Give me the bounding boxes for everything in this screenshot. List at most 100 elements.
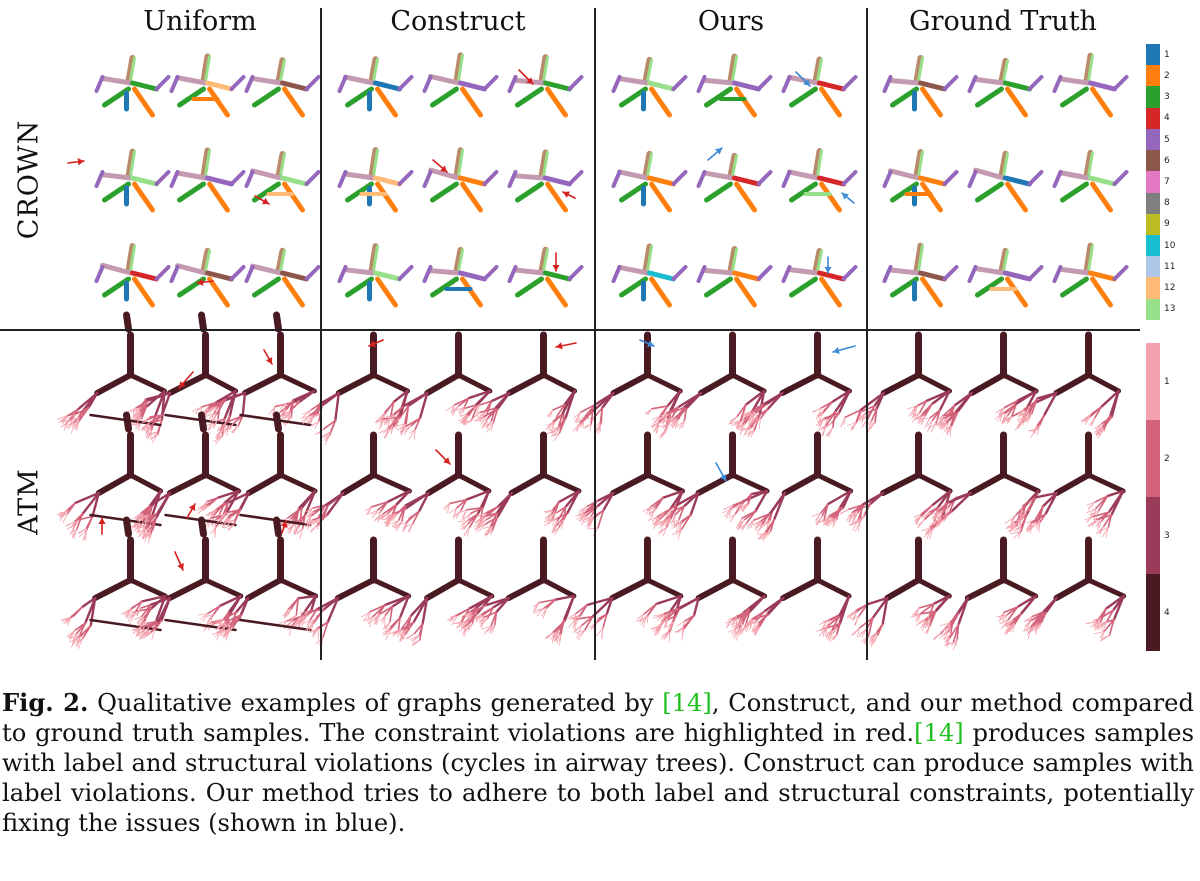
- graph-edge: [368, 243, 379, 274]
- graph-edge: [215, 501, 229, 511]
- graph-edge: [491, 596, 510, 609]
- graph-edge: [916, 515, 922, 525]
- graph-edge: [268, 406, 276, 416]
- graph-edge: [227, 519, 236, 522]
- graph-edge: [648, 506, 652, 515]
- graph-edge: [681, 628, 685, 641]
- graph-edge: [63, 616, 71, 624]
- graph-edge: [815, 519, 825, 525]
- graph-edge: [379, 412, 386, 423]
- graph-edge: [916, 372, 953, 394]
- graph-edge: [397, 75, 414, 91]
- graph-edge: [831, 628, 839, 635]
- graph-edge: [458, 80, 487, 92]
- graph-edge: [1036, 611, 1045, 626]
- graph-edge: [418, 391, 429, 420]
- graph-edge: [929, 526, 933, 539]
- crown-graph-sample: [611, 243, 688, 308]
- airway-tree-sample: [933, 536, 1039, 651]
- graph-edge: [538, 598, 557, 604]
- colorbar-segment: [1146, 44, 1160, 66]
- graph-edge: [921, 615, 930, 622]
- graph-edge: [133, 413, 141, 420]
- graph-edge: [1060, 181, 1089, 203]
- graph-edge: [507, 265, 518, 283]
- graph-edge: [145, 627, 149, 638]
- graph-edge: [278, 472, 318, 494]
- graph-edge: [1005, 276, 1028, 308]
- graph-edge: [551, 619, 566, 634]
- graph-edge: [387, 414, 396, 421]
- graph-edge: [915, 613, 921, 623]
- graph-edge: [730, 372, 767, 394]
- highlight-arrow-head: [443, 457, 450, 464]
- graph-edge: [478, 400, 493, 406]
- graph-edge: [668, 621, 674, 631]
- graph-edge: [226, 627, 231, 638]
- graph-edge: [206, 605, 221, 615]
- graph-edge: [250, 168, 283, 181]
- graph-edge: [373, 270, 402, 282]
- graph-edge: [279, 403, 287, 410]
- graph-edge: [404, 621, 415, 636]
- graph-edge: [639, 613, 645, 623]
- graph-edge: [542, 607, 548, 619]
- graph-edge: [664, 417, 672, 422]
- graph-edge: [418, 622, 424, 641]
- graph-edge: [425, 472, 462, 496]
- crown-graph-sample: [696, 152, 773, 213]
- graph-edge: [464, 612, 479, 628]
- graph-edge: [1023, 616, 1033, 622]
- graph-edge: [400, 629, 408, 637]
- crown-graph-sample: [422, 52, 499, 118]
- graph-edge: [300, 594, 317, 618]
- graph-edge: [726, 508, 731, 519]
- graph-edge: [663, 511, 672, 517]
- graph-edge: [919, 504, 933, 517]
- graph-edge: [460, 509, 468, 513]
- graph-edge: [1017, 526, 1022, 534]
- graph-edge: [667, 518, 671, 526]
- graph-edge: [1087, 151, 1094, 178]
- graph-edge: [237, 414, 244, 427]
- graph-edge: [444, 503, 450, 511]
- graph-edge: [704, 181, 733, 203]
- graph-edge: [474, 389, 492, 407]
- graph-edge: [1091, 511, 1110, 518]
- crown-graph-sample: [422, 147, 499, 213]
- graph-edge: [925, 528, 931, 535]
- caption-text: Qualitative examples of graphs generated…: [88, 689, 663, 717]
- graph-edge: [1058, 266, 1091, 276]
- graph-edge: [207, 406, 214, 412]
- graph-edge: [222, 501, 229, 517]
- graph-edge: [316, 514, 328, 527]
- graph-edge: [150, 429, 152, 440]
- graph-edge: [451, 615, 456, 622]
- citation-link[interactable]: [14]: [662, 689, 712, 717]
- colorbar-segment: [1146, 256, 1160, 278]
- graph-edge: [538, 149, 549, 179]
- graph-edge: [917, 150, 924, 178]
- graph-edge: [1102, 514, 1113, 528]
- graph-edge: [617, 76, 650, 86]
- graph-edge: [477, 519, 487, 527]
- graph-edge: [71, 413, 76, 420]
- graph-edge: [1060, 276, 1089, 298]
- citation-link[interactable]: [14]: [914, 719, 964, 747]
- graph-edge: [216, 428, 224, 436]
- graph-edge: [218, 618, 225, 625]
- graph-edge: [1003, 605, 1019, 614]
- graph-edge: [639, 614, 649, 623]
- graph-edge: [1009, 522, 1015, 532]
- graph-edge: [226, 426, 229, 436]
- graph-edge: [56, 415, 68, 420]
- graph-edge: [941, 404, 956, 418]
- colorbar-tick-label: 4: [1164, 607, 1170, 618]
- graph-edge: [146, 504, 154, 517]
- graph-edge: [461, 509, 468, 518]
- graph-edge: [126, 613, 135, 619]
- graph-edge: [456, 577, 495, 599]
- graph-edge: [417, 491, 430, 513]
- graph-edge: [945, 411, 957, 424]
- airway-tree-sample: [653, 536, 768, 641]
